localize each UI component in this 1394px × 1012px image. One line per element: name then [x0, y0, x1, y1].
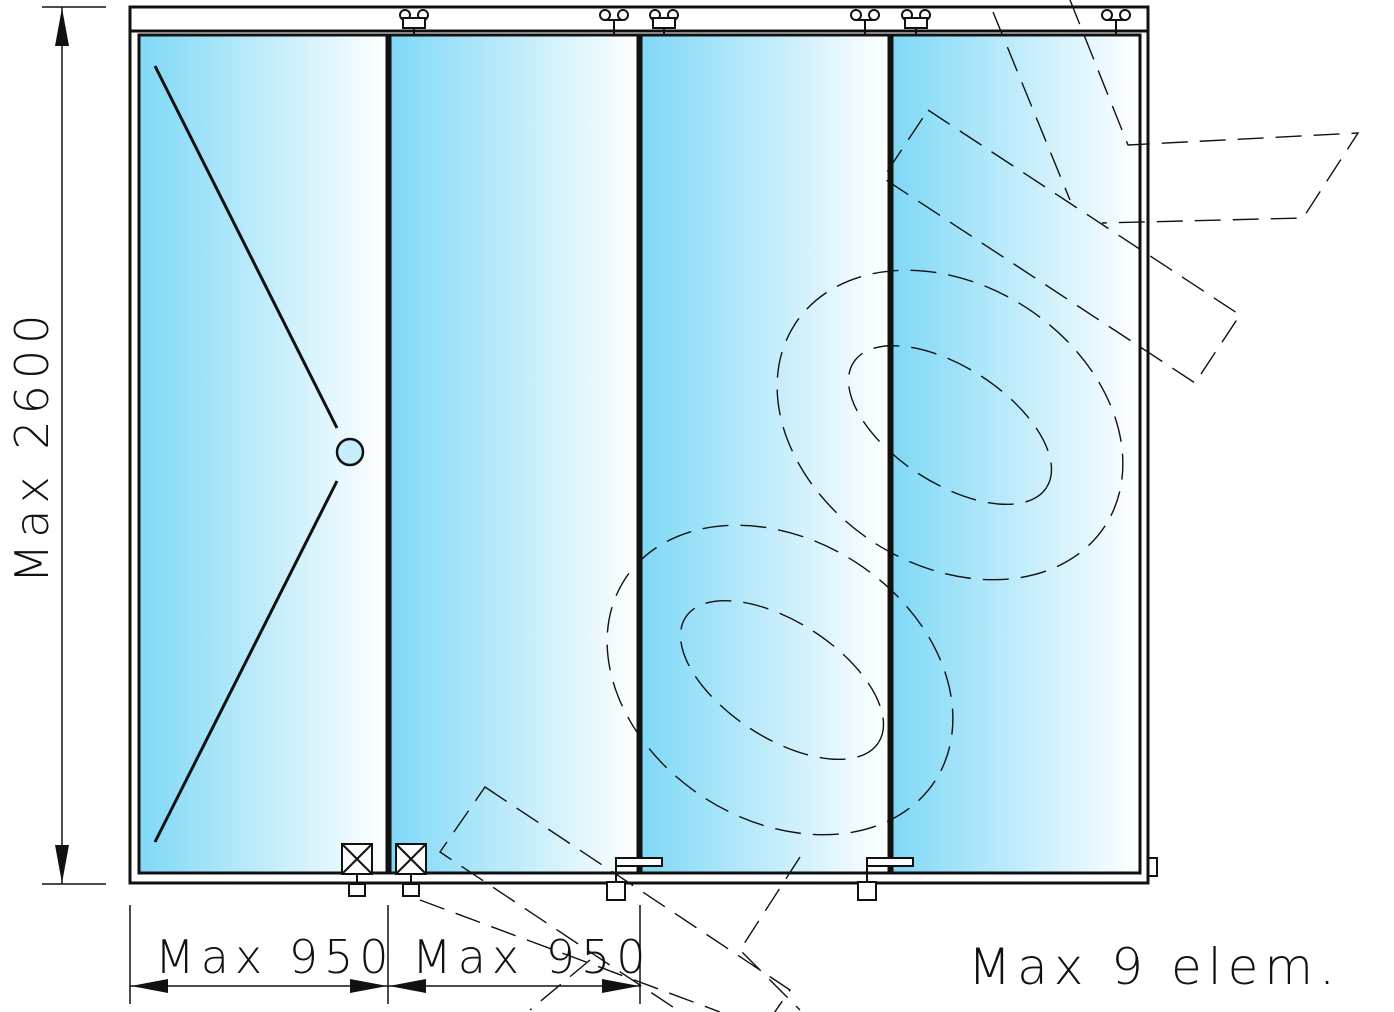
floor-bolt-left: [341, 843, 373, 897]
opening-symbol: [153, 65, 365, 843]
glass-panel-2: [388, 33, 640, 875]
roller-pair: [399, 9, 429, 34]
width-dimension-lines: [129, 905, 641, 1004]
glass-panel-3: [639, 33, 891, 875]
width-dimension-label-1: Max 950: [155, 930, 395, 984]
roller-pair: [599, 9, 629, 34]
handle-knob: [335, 437, 365, 467]
bottom-guide-2: [857, 857, 914, 901]
max-elements-label: Max 9 elem.: [968, 938, 1341, 996]
dashed-sweep-paths: [419, 0, 1360, 1012]
roller-pair: [850, 9, 880, 34]
roller-pair: [901, 9, 931, 34]
roller-pair: [649, 9, 679, 34]
outer-frame: [128, 5, 1158, 885]
glass-panel-4: [890, 33, 1142, 875]
height-dimension-line: [42, 6, 106, 885]
bottom-guide-1: [606, 857, 663, 901]
top-rollers: [399, 9, 1131, 34]
glass-panels: [137, 33, 1142, 875]
roller-pair: [1101, 9, 1131, 34]
width-dimension-label-2: Max 950: [412, 930, 652, 984]
floor-bolt-right: [395, 843, 427, 897]
bottom-hardware: [341, 843, 914, 901]
height-dimension-label: Max 2600: [5, 308, 59, 584]
